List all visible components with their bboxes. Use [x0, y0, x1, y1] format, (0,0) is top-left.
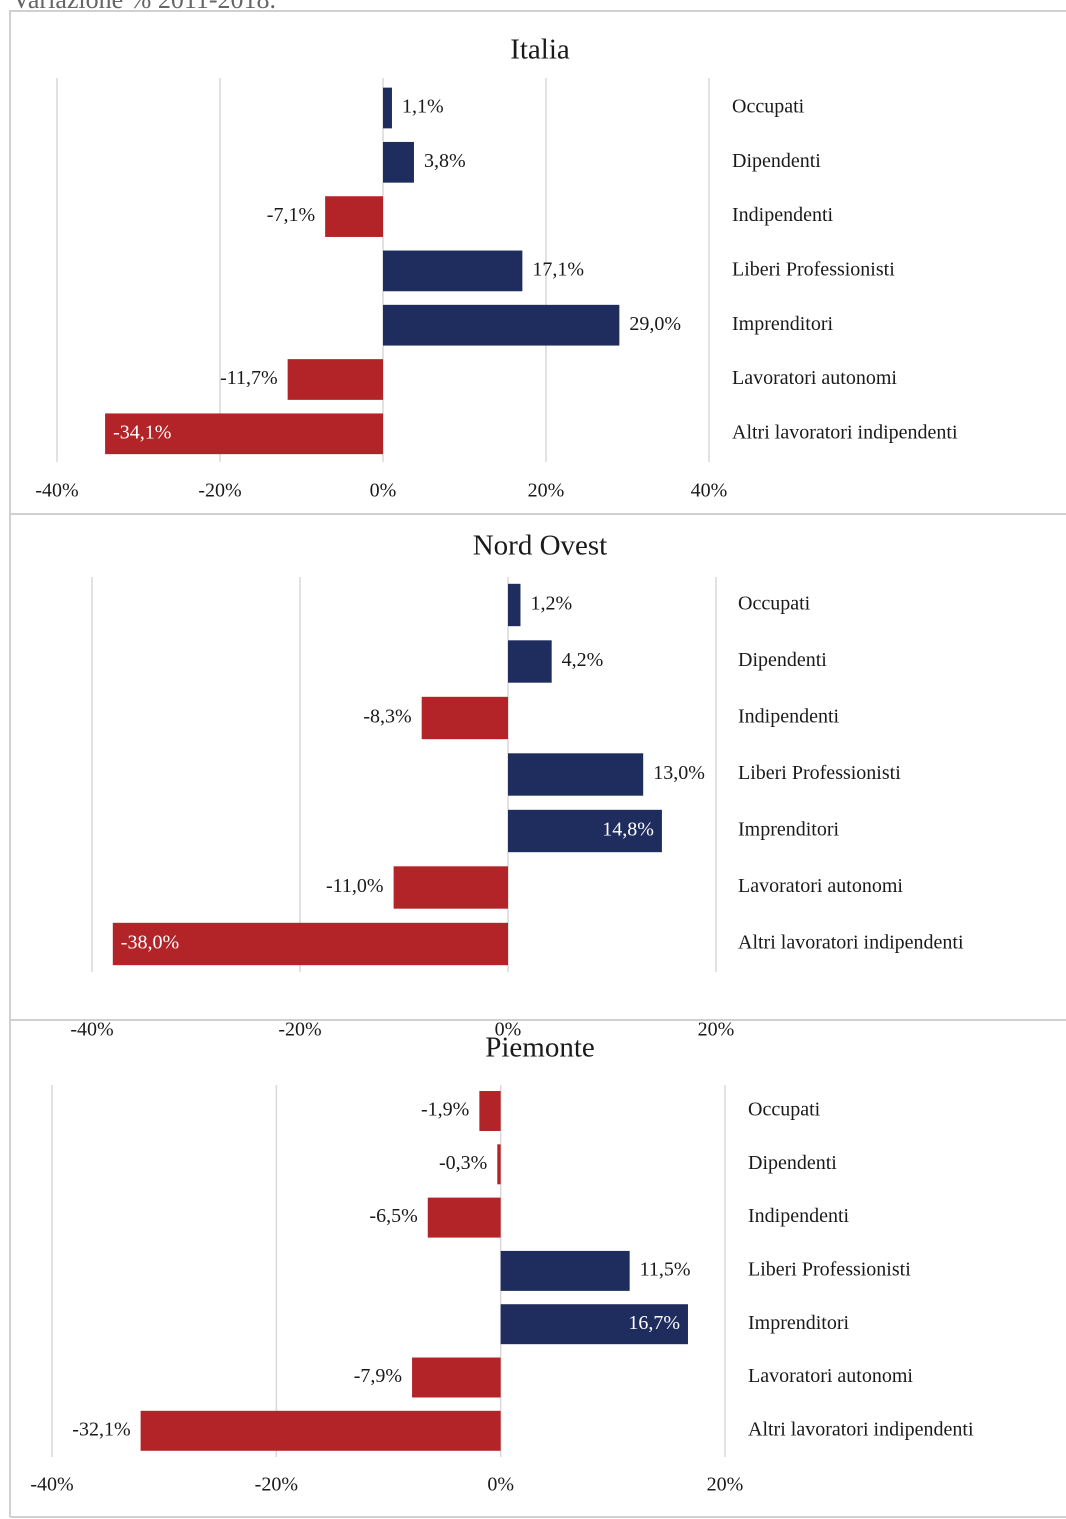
bar	[479, 1091, 501, 1131]
x-tick-label: 20%	[698, 1019, 735, 1041]
value-label: -0,3%	[439, 1152, 487, 1174]
value-label: 3,8%	[424, 150, 466, 172]
value-label: -8,3%	[363, 706, 411, 728]
value-label: 29,0%	[629, 313, 681, 335]
bar	[427, 1197, 501, 1238]
chart-title: Nord Ovest	[473, 530, 608, 562]
category-label: Imprenditori	[738, 819, 840, 841]
category-label: Altri lavoratori indipendenti	[748, 1418, 974, 1440]
bar	[383, 87, 392, 129]
value-label: -11,0%	[326, 875, 384, 897]
bar	[421, 696, 508, 740]
category-label: Liberi Professionisti	[748, 1258, 911, 1280]
bar	[508, 640, 552, 683]
value-label: 1,1%	[402, 96, 444, 118]
value-label: -34,1%	[113, 421, 171, 443]
category-label: Lavoratori autonomi	[738, 875, 903, 897]
value-label: -6,5%	[369, 1205, 417, 1227]
value-label: -38,0%	[121, 932, 179, 954]
category-label: Liberi Professionisti	[738, 762, 901, 784]
bar	[508, 583, 521, 627]
x-tick-label: 0%	[495, 1019, 522, 1041]
category-label: Liberi Professionisti	[732, 258, 895, 280]
value-label: 13,0%	[653, 762, 705, 784]
value-label: 16,7%	[628, 1312, 680, 1334]
category-label: Altri lavoratori indipendenti	[732, 421, 958, 443]
x-tick-label: 0%	[487, 1474, 514, 1496]
chart-title: Italia	[510, 34, 570, 66]
value-label: 17,1%	[532, 258, 584, 280]
x-tick-label: -40%	[35, 480, 78, 502]
category-label: Imprenditori	[732, 313, 834, 335]
bar	[383, 141, 414, 183]
chart-title: Piemonte	[485, 1032, 595, 1064]
x-tick-label: -40%	[30, 1474, 73, 1496]
value-label: -1,9%	[421, 1099, 469, 1121]
category-label: Lavoratori autonomi	[748, 1365, 913, 1387]
bar	[508, 753, 644, 796]
bar	[412, 1357, 501, 1398]
value-label: -11,7%	[220, 367, 278, 389]
bar	[497, 1144, 501, 1185]
value-label: -32,1%	[72, 1418, 130, 1440]
x-tick-label: 20%	[707, 1474, 744, 1496]
x-tick-label: 0%	[370, 480, 397, 502]
value-label: 4,2%	[562, 649, 604, 671]
x-tick-label: -20%	[255, 1474, 298, 1496]
bar	[383, 250, 523, 292]
category-label: Dipendenti	[732, 150, 821, 172]
bar	[500, 1304, 688, 1345]
bar	[500, 1250, 630, 1291]
category-label: Dipendenti	[738, 649, 827, 671]
bar	[140, 1410, 501, 1451]
category-label: Occupati	[748, 1099, 821, 1121]
category-label: Indipendenti	[732, 204, 834, 226]
bar	[325, 196, 383, 237]
category-label: Occupati	[738, 593, 811, 615]
bar	[287, 359, 383, 400]
x-tick-label: -20%	[278, 1019, 321, 1041]
value-label: -7,9%	[354, 1365, 402, 1387]
x-tick-label: -20%	[198, 480, 241, 502]
x-tick-label: -40%	[70, 1019, 113, 1041]
value-label: -7,1%	[267, 204, 315, 226]
category-label: Dipendenti	[748, 1152, 837, 1174]
category-label: Lavoratori autonomi	[732, 367, 897, 389]
category-label: Altri lavoratori indipendenti	[738, 932, 964, 954]
bar	[112, 922, 509, 966]
x-tick-label: 40%	[691, 480, 728, 502]
x-tick-label: 20%	[528, 480, 565, 502]
value-label: 11,5%	[640, 1258, 691, 1280]
bar	[508, 809, 662, 853]
value-label: 14,8%	[602, 819, 654, 841]
category-label: Indipendenti	[738, 706, 840, 728]
category-label: Occupati	[732, 96, 805, 118]
category-label: Imprenditori	[748, 1312, 850, 1334]
category-label: Indipendenti	[748, 1205, 850, 1227]
value-label: 1,2%	[530, 593, 572, 615]
bar	[393, 866, 508, 909]
bar	[105, 413, 384, 455]
bar	[383, 304, 620, 346]
